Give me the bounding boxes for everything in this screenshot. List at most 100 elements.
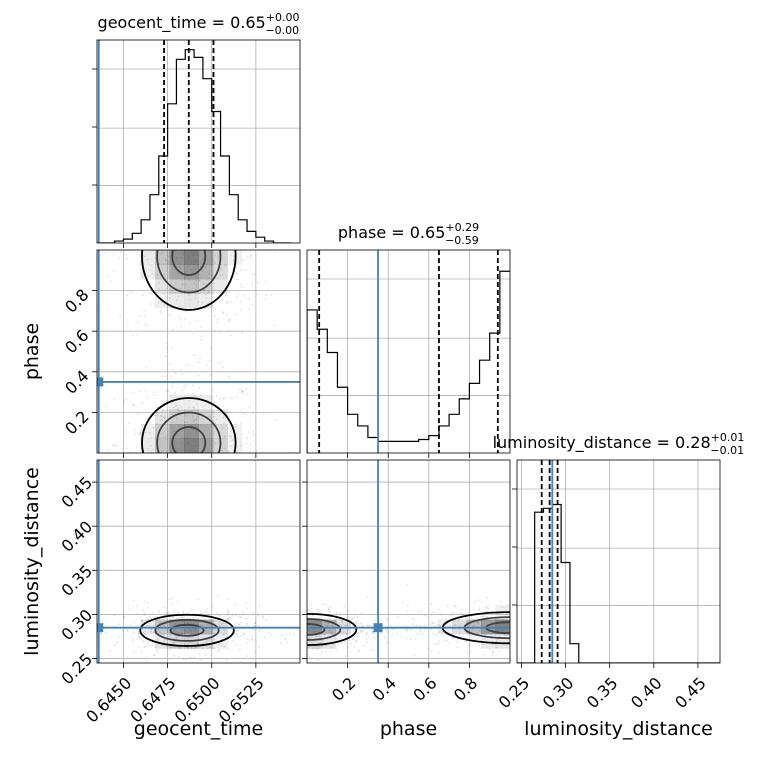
sample-point: [293, 623, 295, 625]
sample-point: [110, 280, 113, 283]
sample-point: [465, 640, 468, 643]
sample-point: [600, 626, 602, 628]
sample-point: [166, 259, 168, 262]
sample-point: [373, 636, 376, 639]
sample-point: [203, 227, 205, 229]
x-axis-label-geocent_time: geocent_time: [134, 718, 263, 740]
sample-point: [554, 611, 556, 613]
sample-point: [277, 631, 279, 633]
sample-point: [259, 625, 261, 627]
sample-point: [220, 449, 223, 452]
sample-point: [453, 605, 456, 608]
sample-point: [209, 624, 212, 627]
sample-point: [507, 613, 510, 616]
sample-point: [318, 635, 321, 637]
sample-point: [424, 614, 426, 617]
panel-frame: [96, 39, 301, 244]
sample-point: [433, 621, 436, 624]
sample-point: [431, 622, 434, 625]
sample-point: [179, 187, 181, 189]
sample-point: [212, 415, 215, 418]
sample-point: [114, 444, 117, 446]
sample-point: [138, 433, 141, 436]
sample-point: [365, 633, 367, 636]
sample-point: [589, 622, 591, 624]
sample-point: [180, 238, 182, 240]
sample-point: [126, 294, 129, 297]
sample-point: [495, 646, 498, 649]
sample-point: [253, 625, 255, 628]
sample-point: [192, 420, 195, 423]
sample-point: [228, 476, 230, 478]
x-axis-label-luminosity_distance: luminosity_distance: [524, 718, 713, 740]
sample-point: [175, 229, 177, 231]
sample-point: [344, 635, 346, 638]
sample-point: [223, 264, 226, 266]
sample-point: [94, 629, 96, 631]
sample-point: [511, 636, 513, 638]
sample-point: [158, 281, 161, 284]
sample-point: [136, 613, 139, 616]
sample-point: [246, 631, 248, 633]
sample-point: [220, 454, 222, 456]
panel-phase-phase: [306, 249, 511, 458]
histogram-geocent_time: [97, 49, 292, 243]
sample-point: [273, 624, 275, 626]
sample-point: [178, 219, 180, 221]
sample-point: [532, 633, 534, 635]
sample-point: [172, 217, 174, 219]
sample-point: [168, 220, 170, 222]
sample-point: [455, 604, 457, 607]
sample-point: [177, 600, 180, 603]
sample-point: [197, 247, 199, 249]
sample-point: [311, 635, 313, 638]
sample-point: [195, 188, 197, 190]
sample-point: [174, 204, 176, 206]
sample-point: [247, 639, 250, 641]
sample-point: [148, 457, 150, 459]
sample-point: [510, 617, 512, 619]
sample-point: [137, 632, 140, 634]
sample-point: [228, 625, 230, 628]
sample-point: [477, 599, 480, 602]
sample-point: [325, 603, 328, 606]
sample-point: [147, 467, 149, 469]
sample-point: [545, 641, 547, 643]
sample-point: [476, 632, 479, 635]
sample-point: [178, 603, 180, 605]
sample-point: [118, 623, 121, 626]
sample-point: [84, 434, 86, 436]
sample-point: [173, 641, 176, 644]
sample-point: [530, 633, 532, 635]
sample-point: [198, 292, 201, 295]
sample-point: [166, 436, 169, 438]
sample-point: [294, 640, 296, 642]
sample-point: [151, 470, 153, 472]
sample-point: [183, 637, 186, 640]
sample-point: [156, 236, 158, 238]
sample-point: [262, 625, 264, 627]
sample-point: [228, 375, 230, 378]
sample-point: [290, 623, 292, 625]
sample-point: [136, 604, 139, 607]
sample-point: [131, 476, 133, 478]
sample-point: [152, 631, 155, 633]
sample-point: [259, 620, 261, 622]
sample-point: [197, 241, 199, 243]
sample-point: [268, 214, 270, 216]
sample-point: [153, 515, 155, 517]
sample-point: [473, 636, 476, 638]
sample-point: [544, 635, 546, 637]
sample-point: [178, 480, 180, 482]
sample-point: [514, 616, 516, 618]
sample-point: [219, 624, 221, 627]
sample-point: [222, 622, 225, 625]
sample-point: [235, 633, 238, 636]
sample-point: [161, 418, 163, 421]
sample-point: [218, 246, 220, 248]
sample-point: [141, 620, 143, 623]
sample-point: [208, 646, 211, 649]
y-tick-label-luminosity_distance: 0.35: [58, 561, 97, 600]
panel-content: [97, 40, 300, 243]
sample-point: [181, 283, 184, 286]
